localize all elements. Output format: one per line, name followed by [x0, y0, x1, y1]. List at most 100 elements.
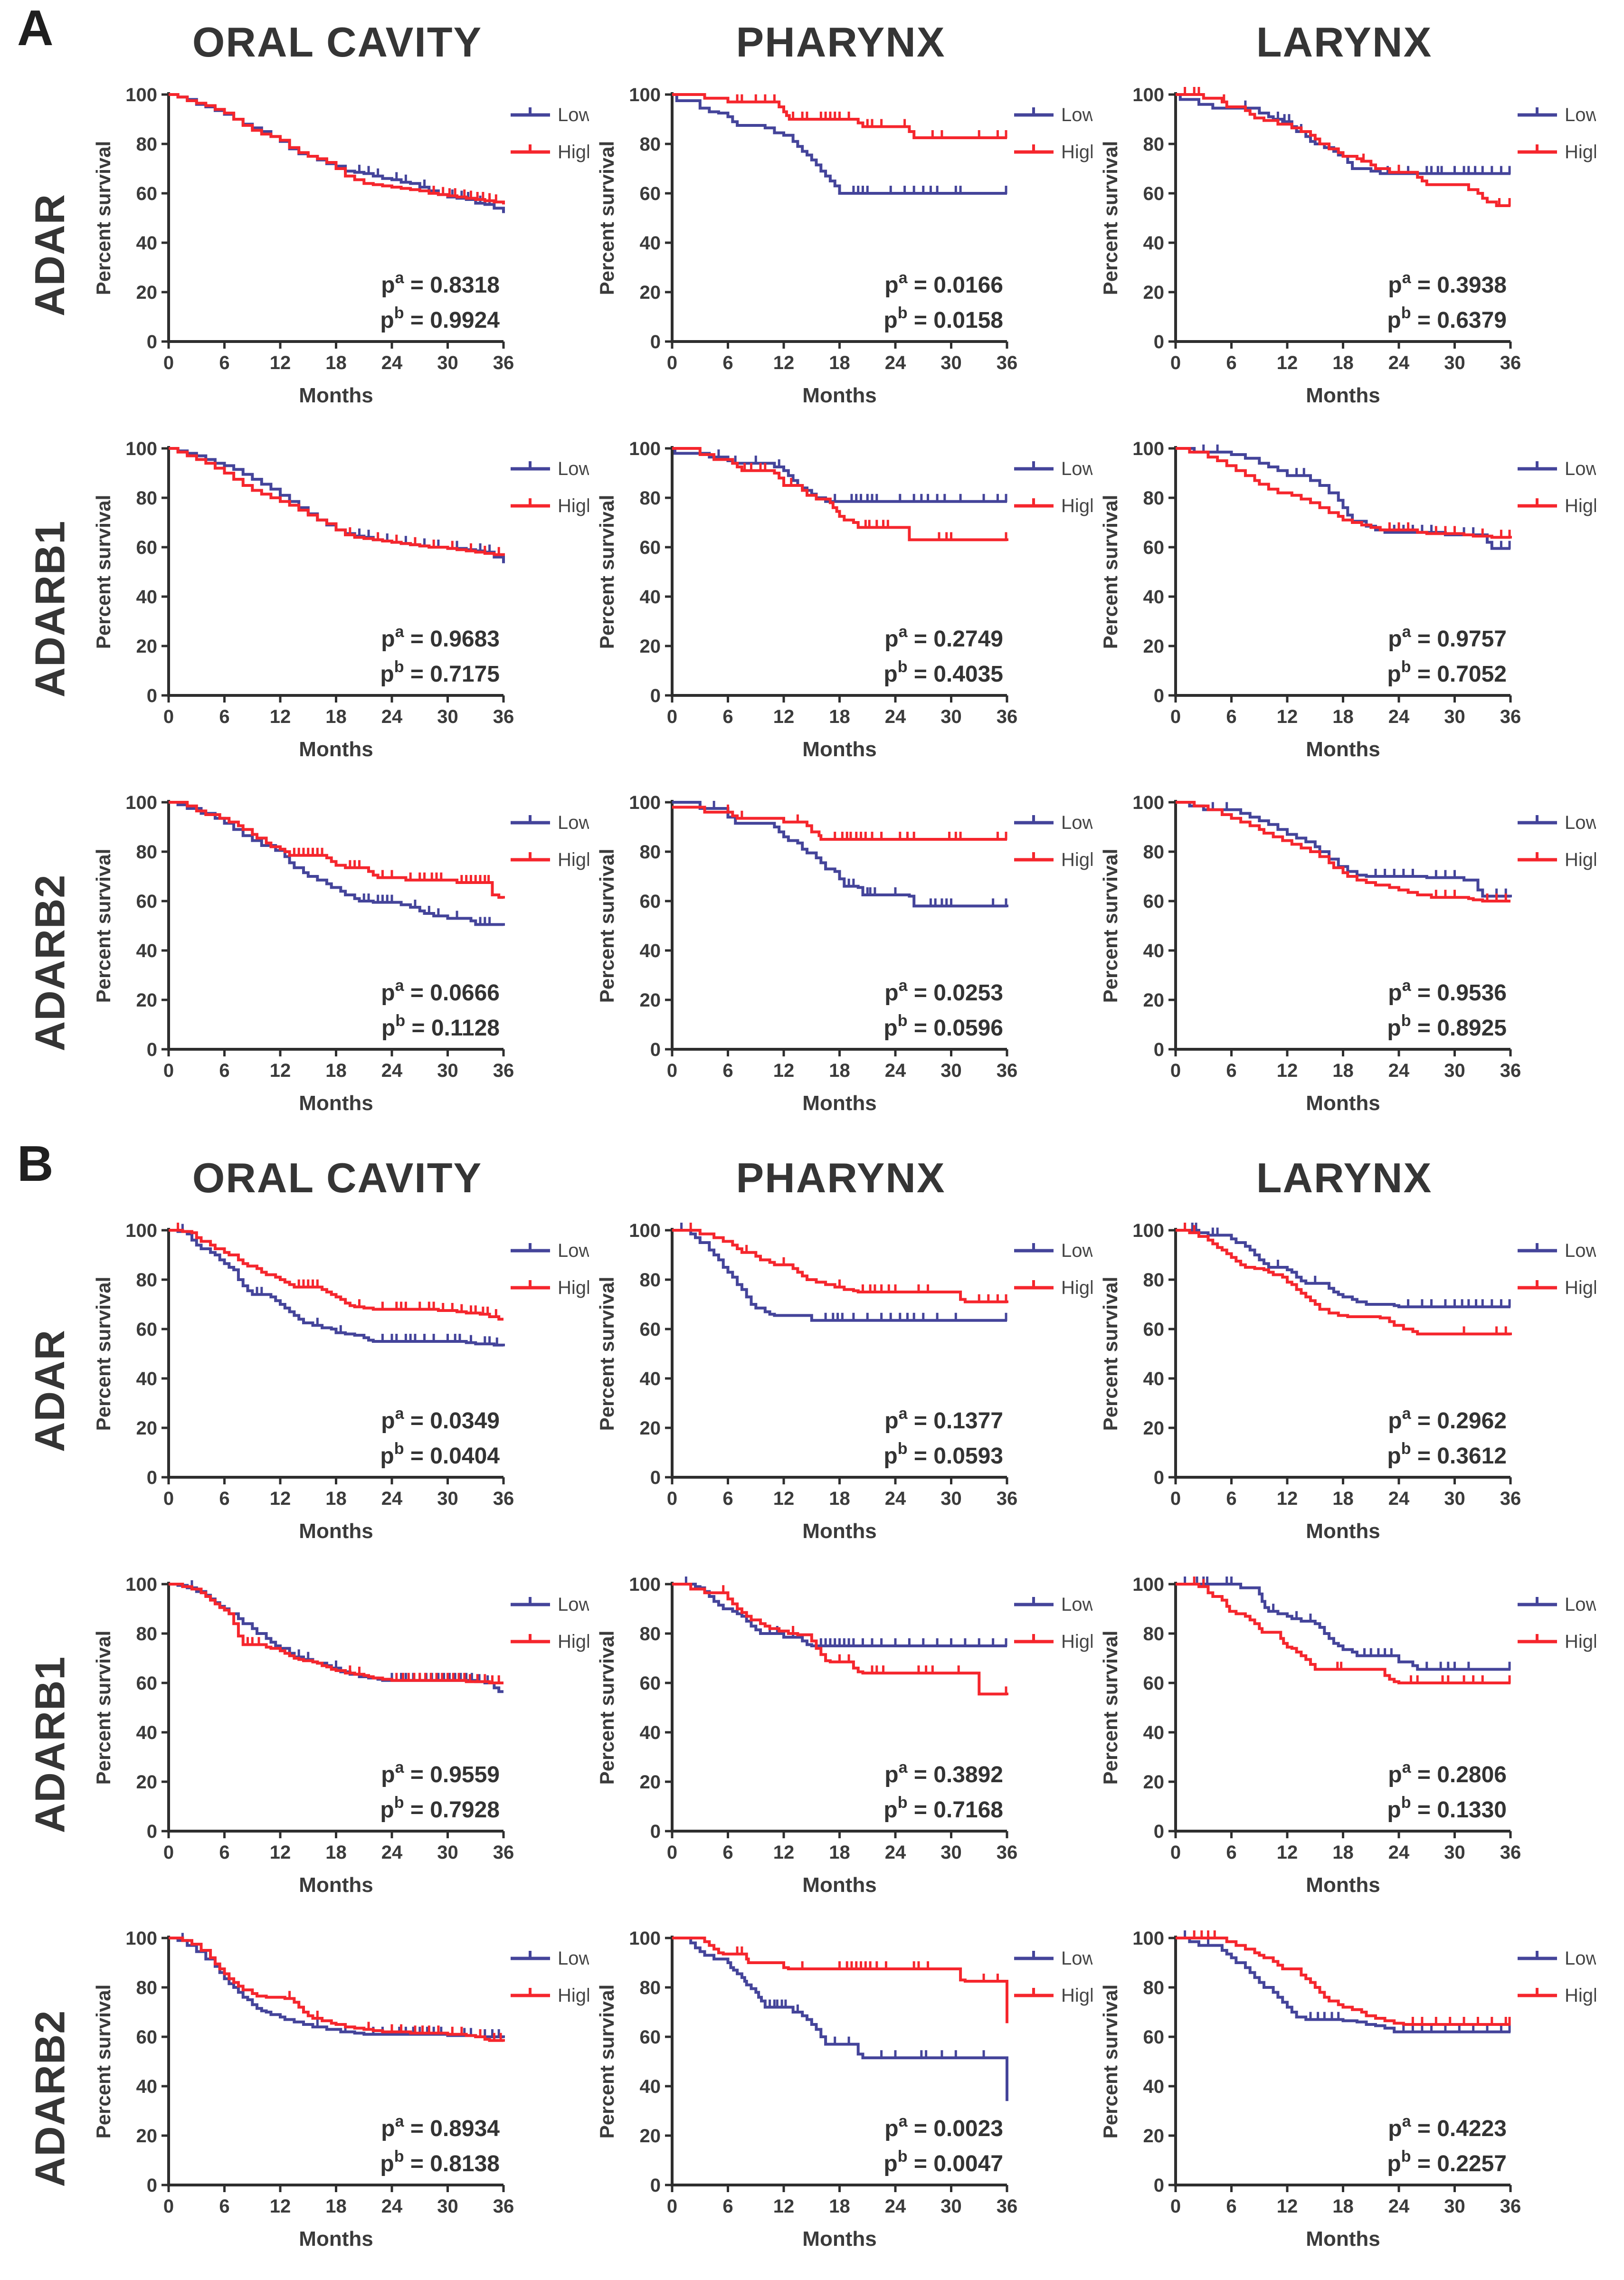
- y-tick-label: 40: [1143, 2076, 1165, 2097]
- y-axis-label: Percent survival: [1099, 1631, 1121, 1785]
- axis-lines: [167, 1228, 503, 1479]
- curve-low: [672, 93, 1007, 195]
- plot-cell: 0 20 40 60 80 100 0 6 12 18 24 30 36 Months Percent su…: [85, 1214, 597, 1568]
- y-tick-label: 60: [640, 1673, 661, 1694]
- x-tick-label: 0: [1170, 2196, 1181, 2217]
- km-plot-A-ADAR-pharynx: 0 20 40 60 80 100 0 6 12 18 24 30 36 Months Percent su…: [596, 85, 1100, 407]
- row-label-adarb2: ADARB2: [14, 786, 85, 1140]
- y-axis-label: Percent survival: [92, 1631, 114, 1785]
- y-tick-label: 20: [640, 2126, 661, 2147]
- x-tick-label: 18: [325, 352, 347, 373]
- y-tick-label: 40: [136, 233, 158, 254]
- x-tick-label: 6: [219, 1488, 229, 1509]
- x-tick-label: 6: [219, 1060, 229, 1081]
- curve-low: [169, 1229, 505, 1347]
- plot-cell: 0 20 40 60 80 100 0 6 12 18 24 30 36 Months Percent su…: [589, 1921, 1100, 2275]
- p-value-b: pb = 0.3612: [1387, 1440, 1507, 1469]
- y-tick-label: 80: [1143, 1977, 1165, 1998]
- plot-cell: 0 20 40 60 80 100 0 6 12 18 24 30 36 Months Percent su…: [589, 432, 1100, 786]
- p-value-a: pa = 0.9683: [381, 623, 500, 652]
- legend-label-low: Low: [558, 458, 589, 479]
- p-value-a: pa = 0.0253: [884, 977, 1003, 1006]
- legend-label-high: High: [1061, 1277, 1092, 1298]
- x-tick-label: 30: [1444, 352, 1465, 373]
- y-tick-label: 20: [1143, 990, 1165, 1011]
- x-tick-label: 12: [773, 1488, 795, 1509]
- x-tick-label: 6: [722, 1060, 733, 1081]
- x-axis-label: Months: [299, 2227, 373, 2251]
- y-axis-label: Percent survival: [92, 849, 114, 1003]
- axis-lines: [671, 1936, 1007, 2186]
- y-tick-label: 80: [1143, 842, 1165, 863]
- x-tick-label: 24: [885, 2196, 906, 2217]
- y-tick-label: 100: [629, 438, 661, 459]
- y-tick-label: 80: [640, 134, 661, 155]
- x-tick-label: 0: [667, 1488, 677, 1509]
- y-tick-label: 0: [650, 1821, 661, 1842]
- p-value-a: pa = 0.2749: [884, 623, 1003, 652]
- x-axis-label: Months: [299, 1520, 373, 1543]
- x-tick-label: 18: [1332, 1488, 1354, 1509]
- x-tick-label: 0: [667, 1060, 677, 1081]
- x-tick-label: 18: [325, 706, 347, 727]
- x-axis-label: Months: [1306, 1873, 1380, 1897]
- panel-B: B ORAL CAVITY PHARYNX LARYNX ADAR 0 20 40 60 80 10…: [14, 1139, 1624, 2275]
- x-tick-label: 12: [773, 2196, 795, 2217]
- y-tick-label: 0: [650, 685, 661, 706]
- y-tick-label: 0: [650, 332, 661, 352]
- x-tick-label: 36: [997, 2196, 1018, 2217]
- x-tick-label: 24: [885, 1488, 906, 1509]
- y-tick-label: 100: [125, 438, 157, 459]
- legend-label-high: High: [1565, 849, 1596, 870]
- x-tick-label: 24: [381, 706, 403, 727]
- x-tick-label: 12: [1277, 2196, 1298, 2217]
- y-axis-label: Percent survival: [92, 141, 114, 295]
- y-tick-label: 100: [1132, 1220, 1164, 1241]
- x-tick-label: 36: [997, 1488, 1018, 1509]
- y-tick-label: 20: [1143, 636, 1165, 657]
- x-tick-label: 12: [1277, 1842, 1298, 1863]
- column-header-label: ORAL CAVITY: [192, 19, 483, 66]
- x-tick-label: 24: [1388, 2196, 1410, 2217]
- x-tick-label: 18: [829, 706, 850, 727]
- x-tick-label: 18: [829, 1060, 850, 1081]
- y-tick-label: 80: [136, 842, 158, 863]
- p-value-a: pa = 0.8318: [381, 269, 500, 298]
- column-header-oral-cavity: ORAL CAVITY: [85, 7, 589, 78]
- axis-lines: [167, 800, 503, 1051]
- legend-label-low: Low: [558, 1240, 589, 1261]
- km-plot-B-ADAR-larynx: 0 20 40 60 80 100 0 6 12 18 24 30 36 Months Percent su…: [1099, 1220, 1604, 1543]
- curve-high: [1176, 1229, 1512, 1336]
- x-tick-label: 0: [667, 352, 677, 373]
- legend-label-low: Low: [558, 104, 589, 125]
- plot-cell: 0 20 40 60 80 100 0 6 12 18 24 30 36 Months Percent su…: [85, 1921, 597, 2275]
- km-plot-B-ADARB2-oral-cavity: 0 20 40 60 80 100 0 6 12 18 24 30 36 Months Percent su…: [92, 1928, 597, 2251]
- y-tick-label: 40: [640, 1722, 661, 1743]
- curve-low: [1176, 1229, 1510, 1309]
- y-tick-label: 0: [1154, 685, 1164, 706]
- p-value-b: pb = 0.1330: [1387, 1794, 1507, 1823]
- x-tick-label: 24: [381, 2196, 403, 2217]
- legend-label-high: High: [1061, 142, 1092, 162]
- x-tick-label: 24: [381, 1060, 403, 1081]
- x-tick-label: 0: [1170, 1842, 1181, 1863]
- x-tick-label: 30: [1444, 1842, 1465, 1863]
- column-header-larynx: LARYNX: [1092, 1142, 1596, 1214]
- p-value-a: pa = 0.3938: [1388, 269, 1507, 298]
- y-tick-label: 20: [640, 282, 661, 303]
- x-tick-label: 12: [270, 1060, 291, 1081]
- legend-label-low: Low: [558, 812, 589, 833]
- y-tick-label: 60: [1143, 537, 1165, 558]
- y-axis-label: Percent survival: [596, 1631, 618, 1785]
- y-tick-label: 60: [136, 183, 158, 204]
- p-value-a: pa = 0.9559: [381, 1758, 500, 1787]
- panel-letter: A: [17, 0, 54, 56]
- p-value-a: pa = 0.2806: [1388, 1758, 1507, 1787]
- y-axis-label: Percent survival: [596, 1985, 618, 2139]
- curve-high: [1176, 93, 1510, 207]
- y-tick-label: 60: [640, 2027, 661, 2048]
- y-tick-label: 0: [650, 1039, 661, 1060]
- x-tick-label: 30: [1444, 1060, 1465, 1081]
- x-tick-label: 6: [722, 1842, 733, 1863]
